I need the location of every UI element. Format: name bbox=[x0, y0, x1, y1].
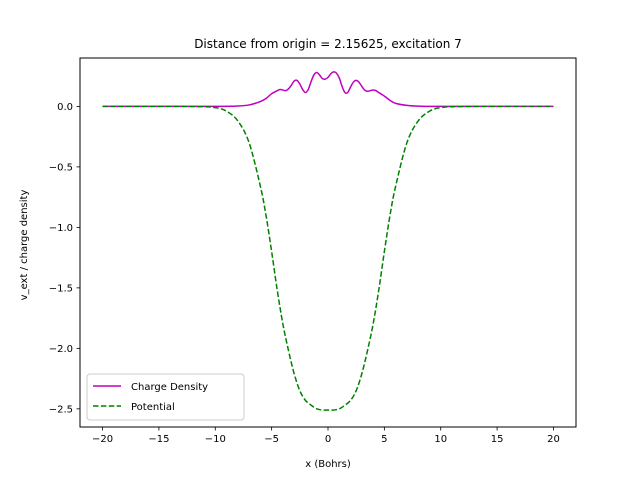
legend: Charge Density Potential bbox=[86, 373, 245, 421]
x-tick-label: 20 bbox=[547, 434, 560, 445]
legend-box bbox=[86, 373, 245, 421]
x-axis: −20 −15 −10 −5 0 5 10 15 20 bbox=[92, 427, 560, 445]
y-tick-label: −1.5 bbox=[49, 283, 73, 294]
x-tick-label: 0 bbox=[325, 434, 331, 445]
x-axis-title: x (Bohrs) bbox=[305, 459, 351, 470]
y-tick-label: −1.0 bbox=[49, 223, 73, 234]
x-tick-label: 15 bbox=[491, 434, 504, 445]
chart-title: Distance from origin = 2.15625, excitati… bbox=[194, 37, 462, 51]
x-tick-label: −20 bbox=[92, 434, 113, 445]
legend-label-0: Charge Density bbox=[131, 382, 208, 393]
series-line-0 bbox=[102, 71, 554, 108]
y-tick-label: 0.0 bbox=[57, 102, 73, 113]
x-tick-label: −15 bbox=[148, 434, 169, 445]
y-axis: −2.5 −2.0 −1.5 −1.0 −0.5 0.0 bbox=[49, 102, 80, 415]
y-tick-label: −2.5 bbox=[49, 404, 73, 415]
series-line-1 bbox=[102, 105, 554, 411]
y-tick-label: −0.5 bbox=[49, 162, 73, 173]
x-tick-label: −10 bbox=[205, 434, 226, 445]
legend-label-1: Potential bbox=[131, 402, 175, 413]
x-tick-label: 10 bbox=[434, 434, 447, 445]
x-tick-label: 5 bbox=[381, 434, 387, 445]
x-tick-label: −5 bbox=[264, 434, 279, 445]
y-axis-title: v_ext / charge density bbox=[19, 190, 30, 301]
plot-area bbox=[102, 71, 554, 411]
y-tick-label: −2.0 bbox=[49, 344, 73, 355]
